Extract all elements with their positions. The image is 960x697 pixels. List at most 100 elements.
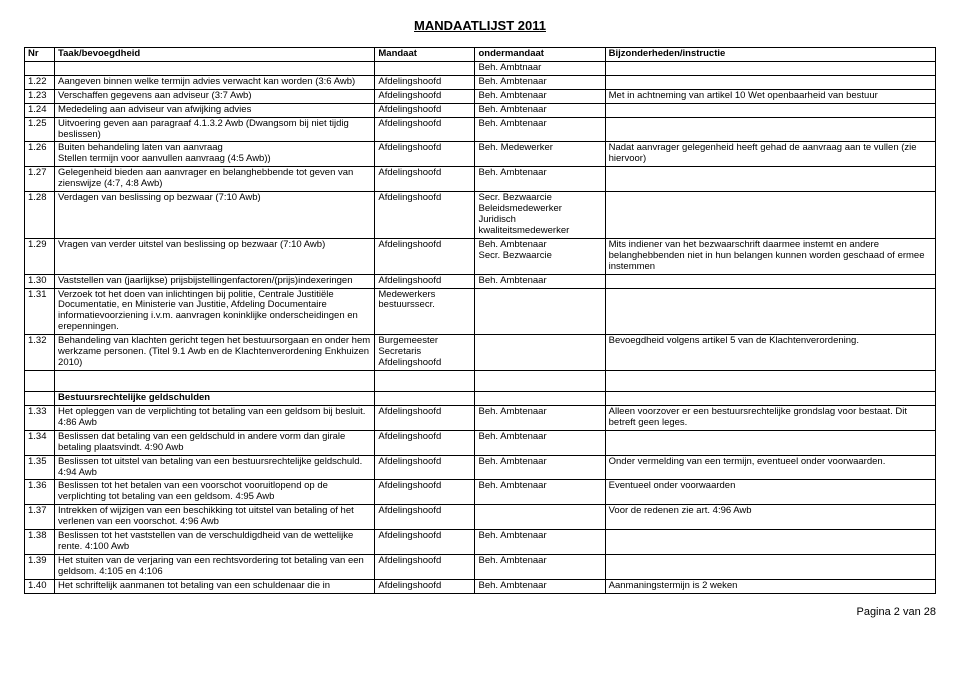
cell-bij: Bevoegdheid volgens artikel 5 van de Kla…: [605, 335, 935, 371]
cell-onder: Beh. Ambtenaar: [475, 405, 605, 430]
cell-taak: Verdagen van beslissing op bezwaar (7:10…: [55, 192, 375, 239]
cell-onder: Beh. Ambtenaar: [475, 530, 605, 555]
table-row: 1.40Het schriftelijk aanmanen tot betali…: [25, 579, 936, 593]
cell-bij: [605, 430, 935, 455]
cell-taak: Beslissen tot uitstel van betaling van e…: [55, 455, 375, 480]
cell-nr: 1.23: [25, 89, 55, 103]
cell-nr: 1.36: [25, 480, 55, 505]
cell-nr: 1.28: [25, 192, 55, 239]
table-row: 1.34Beslissen dat betaling van een gelds…: [25, 430, 936, 455]
cell-mandaat: Afdelingshoofd: [375, 192, 475, 239]
cell-nr: 1.25: [25, 117, 55, 142]
cell-bij: Met in achtneming van artikel 10 Wet ope…: [605, 89, 935, 103]
cell-taak: Beslissen tot het vaststellen van de ver…: [55, 530, 375, 555]
cell-taak: Buiten behandeling laten van aanvraag St…: [55, 142, 375, 167]
cell-taak: Verschaffen gegevens aan adviseur (3:7 A…: [55, 89, 375, 103]
cell-taak: Mededeling aan adviseur van afwijking ad…: [55, 103, 375, 117]
table-header-row: Nr Taak/bevoegdheid Mandaat ondermandaat…: [25, 48, 936, 62]
cell-onder: Beh. Ambtenaar: [475, 75, 605, 89]
cell-mandaat: Afdelingshoofd: [375, 274, 475, 288]
page-footer: Pagina 2 van 28: [24, 606, 936, 618]
cell-mandaat: Afdelingshoofd: [375, 405, 475, 430]
cell-taak: Intrekken of wijzigen van een beschikkin…: [55, 505, 375, 530]
cell-taak: Verzoek tot het doen van inlichtingen bi…: [55, 288, 375, 335]
cell-mandaat: Afdelingshoofd: [375, 167, 475, 192]
cell-mandaat: Afdelingshoofd: [375, 142, 475, 167]
cell-bij: [605, 117, 935, 142]
cell-onder: Beh. Ambtenaar: [475, 274, 605, 288]
cell-bij: [605, 530, 935, 555]
cell-taak: Beslissen tot het betalen van een voorsc…: [55, 480, 375, 505]
cell-mandaat: Afdelingshoofd: [375, 89, 475, 103]
cell-nr: 1.24: [25, 103, 55, 117]
table-row: 1.22Aangeven binnen welke termijn advies…: [25, 75, 936, 89]
col-nr: Nr: [25, 48, 55, 62]
cell-nr: 1.31: [25, 288, 55, 335]
cell-nr: 1.35: [25, 455, 55, 480]
cell-onder: Beh. Ambtenaar: [475, 103, 605, 117]
cell-taak: Vaststellen van (jaarlijkse) prijsbijste…: [55, 274, 375, 288]
cell-bij: [605, 167, 935, 192]
cell-nr: 1.27: [25, 167, 55, 192]
cell-taak: Behandeling van klachten gericht tegen h…: [55, 335, 375, 371]
cell-taak: Vragen van verder uitstel van beslissing…: [55, 238, 375, 274]
cell-mandaat: Afdelingshoofd: [375, 530, 475, 555]
mandate-table: Nr Taak/bevoegdheid Mandaat ondermandaat…: [24, 47, 936, 594]
cell-bij: [605, 75, 935, 89]
cell-nr: 1.32: [25, 335, 55, 371]
cell-mandaat: Burgemeester Secretaris Afdelingshoofd: [375, 335, 475, 371]
cell-bij: [605, 288, 935, 335]
cell-nr: 1.38: [25, 530, 55, 555]
table-row: 1.33Het opleggen van de verplichting tot…: [25, 405, 936, 430]
cell-bij: Nadat aanvrager gelegenheid heeft gehad …: [605, 142, 935, 167]
cell-onder: Beh. Ambtenaar: [475, 430, 605, 455]
table-row: 1.36Beslissen tot het betalen van een vo…: [25, 480, 936, 505]
cell-taak: Gelegenheid bieden aan aanvrager en bela…: [55, 167, 375, 192]
cell-bij: Alleen voorzover er een bestuursrechteli…: [605, 405, 935, 430]
cell-mandaat: Afdelingshoofd: [375, 117, 475, 142]
cell-nr: 1.39: [25, 554, 55, 579]
cell-bij: [605, 274, 935, 288]
table-row: 1.39Het stuiten van de verjaring van een…: [25, 554, 936, 579]
cell-bij: [605, 554, 935, 579]
table-row: 1.25Uitvoering geven aan paragraaf 4.1.3…: [25, 117, 936, 142]
cell-nr: 1.34: [25, 430, 55, 455]
cell-nr: 1.22: [25, 75, 55, 89]
table-row: 1.28Verdagen van beslissing op bezwaar (…: [25, 192, 936, 239]
cell-bij: [605, 103, 935, 117]
cell-taak: Aangeven binnen welke termijn advies ver…: [55, 75, 375, 89]
cell-mandaat: Afdelingshoofd: [375, 480, 475, 505]
col-taak: Taak/bevoegdheid: [55, 48, 375, 62]
spacer-row: [25, 370, 936, 391]
cell-bij: Onder vermelding van een termijn, eventu…: [605, 455, 935, 480]
table-row: 1.32Behandeling van klachten gericht teg…: [25, 335, 936, 371]
cell-mandaat: Medewerkers bestuurssecr.: [375, 288, 475, 335]
cell-nr: 1.29: [25, 238, 55, 274]
cell-onder: [475, 288, 605, 335]
table-row: 1.23Verschaffen gegevens aan adviseur (3…: [25, 89, 936, 103]
cell-onder: Beh. Ambtenaar: [475, 579, 605, 593]
table-row: 1.31Verzoek tot het doen van inlichtinge…: [25, 288, 936, 335]
cell-mandaat: Afdelingshoofd: [375, 238, 475, 274]
col-ondermandaat: ondermandaat: [475, 48, 605, 62]
cell-taak: Het stuiten van de verjaring van een rec…: [55, 554, 375, 579]
cell-taak: Het schriftelijk aanmanen tot betaling v…: [55, 579, 375, 593]
table-row: 1.38Beslissen tot het vaststellen van de…: [25, 530, 936, 555]
table-row: 1.26Buiten behandeling laten van aanvraa…: [25, 142, 936, 167]
cell-bij: Aanmaningstermijn is 2 weken: [605, 579, 935, 593]
table-row: 1.27Gelegenheid bieden aan aanvrager en …: [25, 167, 936, 192]
cell-mandaat: Afdelingshoofd: [375, 579, 475, 593]
cell-bij: Eventueel onder voorwaarden: [605, 480, 935, 505]
cell-mandaat: Afdelingshoofd: [375, 103, 475, 117]
table-row: 1.29Vragen van verder uitstel van beslis…: [25, 238, 936, 274]
cell-onder: Beh. Ambtenaar: [475, 455, 605, 480]
cell-mandaat: Afdelingshoofd: [375, 430, 475, 455]
cell-onder: Beh. Ambtenaar: [475, 89, 605, 103]
cell-nr: 1.37: [25, 505, 55, 530]
cell-onder: [475, 505, 605, 530]
cell-onder: Beh. Ambtenaar: [475, 480, 605, 505]
page-title: MANDAATLIJST 2011: [24, 18, 936, 33]
cell-nr: 1.40: [25, 579, 55, 593]
cell-onder: Secr. Bezwaarcie Beleidsmedewerker Jurid…: [475, 192, 605, 239]
cell-bij: Voor de redenen zie art. 4:96 Awb: [605, 505, 935, 530]
